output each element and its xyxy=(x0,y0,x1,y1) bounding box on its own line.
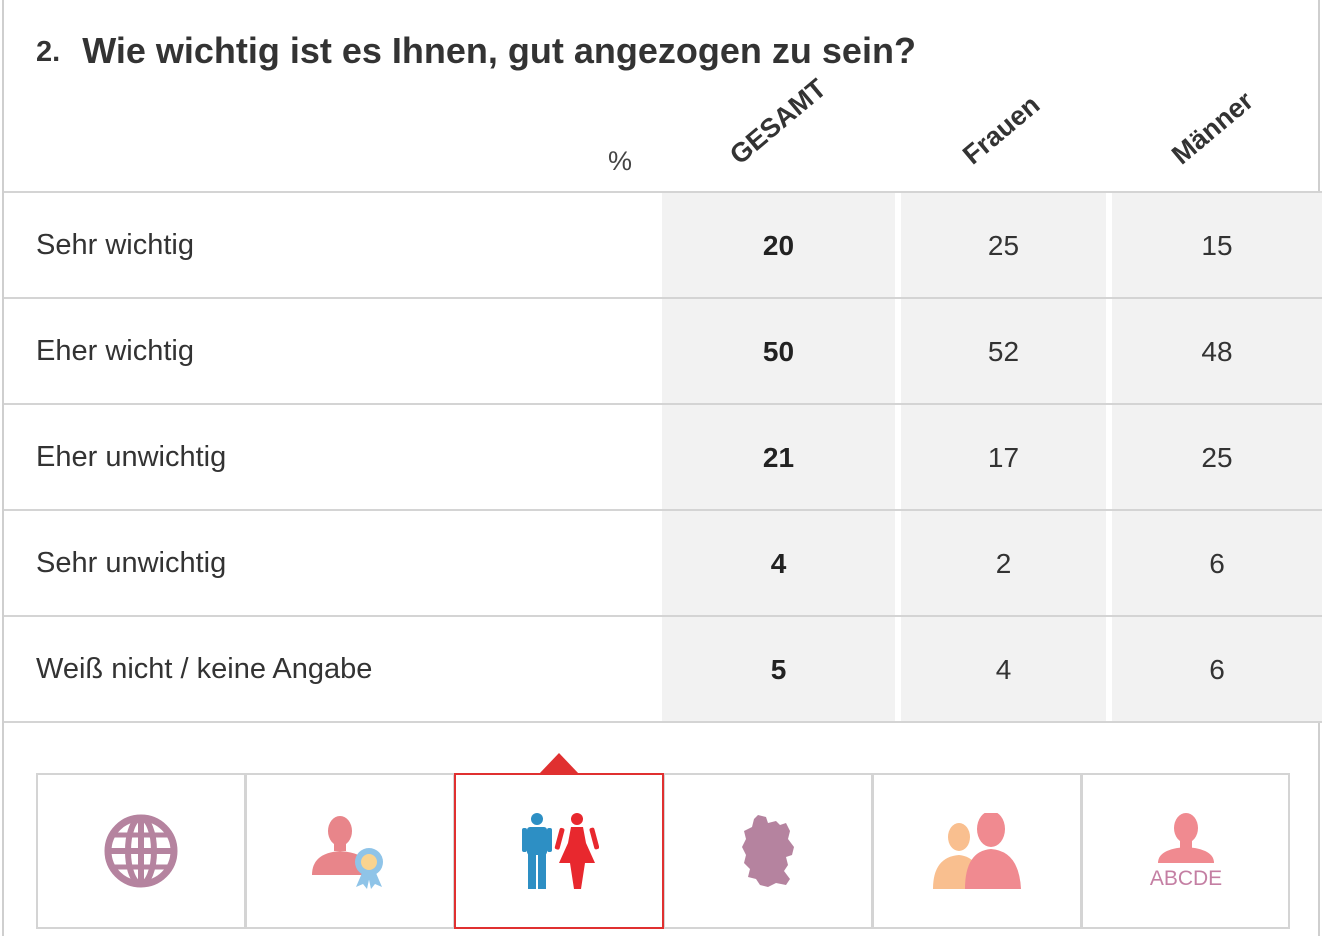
tab-education[interactable] xyxy=(245,773,455,929)
abcde-label: ABCDE xyxy=(1149,867,1221,889)
table-row: Weiß nicht / keine Angabe 5 4 6 xyxy=(4,617,1322,721)
germany-map-icon xyxy=(742,815,794,887)
row-label: Eher wichtig xyxy=(36,335,194,367)
cell-frauen: 2 xyxy=(901,511,1106,615)
globe-icon xyxy=(104,814,178,888)
cell-gesamt: 50 xyxy=(662,299,895,403)
table-row: Eher wichtig 50 52 48 xyxy=(4,299,1322,403)
cell-maenner: 6 xyxy=(1112,511,1322,615)
tab-global[interactable] xyxy=(36,773,246,929)
table-row: Eher unwichtig 21 17 25 xyxy=(4,405,1322,509)
column-header-maenner: Männer xyxy=(1166,85,1259,171)
cell-gesamt: 21 xyxy=(662,405,895,509)
unit-label: % xyxy=(608,146,633,176)
question-number: 2. xyxy=(36,36,61,68)
row-divider xyxy=(4,403,1322,405)
person-abcde-icon: ABCDE xyxy=(1149,813,1222,889)
column-header-gesamt: GESAMT xyxy=(724,73,832,171)
row-label: Sehr wichtig xyxy=(36,229,194,261)
cell-frauen: 17 xyxy=(901,405,1106,509)
active-tab-pointer xyxy=(539,753,579,774)
cell-gesamt: 4 xyxy=(662,511,895,615)
row-label: Eher unwichtig xyxy=(36,441,227,473)
row-divider xyxy=(4,297,1322,299)
cell-maenner: 25 xyxy=(1112,405,1322,509)
cell-frauen: 52 xyxy=(901,299,1106,403)
filter-tab-bar: ABCDE xyxy=(36,773,1290,929)
tab-gender[interactable] xyxy=(454,773,664,929)
question-title: 2. Wie wichtig ist es Ihnen, gut angezoge… xyxy=(36,30,916,72)
row-divider xyxy=(4,615,1322,617)
table-top-rule xyxy=(4,191,1322,193)
row-label: Sehr unwichtig xyxy=(36,547,227,579)
cell-maenner: 15 xyxy=(1112,193,1322,297)
person-award-icon xyxy=(312,816,383,889)
table-row: Sehr unwichtig 4 2 6 xyxy=(4,511,1322,615)
man-woman-icon xyxy=(522,813,599,889)
two-people-icon xyxy=(933,813,1021,889)
cell-maenner: 6 xyxy=(1112,617,1322,721)
column-header-frauen: Frauen xyxy=(957,89,1046,171)
table-row: Sehr wichtig 20 25 15 xyxy=(4,193,1322,297)
tab-age[interactable] xyxy=(872,773,1082,929)
row-label: Weiß nicht / keine Angabe xyxy=(36,653,373,685)
cell-gesamt: 20 xyxy=(662,193,895,297)
tab-region[interactable] xyxy=(663,773,873,929)
cell-maenner: 48 xyxy=(1112,299,1322,403)
cell-frauen: 4 xyxy=(901,617,1106,721)
cell-frauen: 25 xyxy=(901,193,1106,297)
row-divider xyxy=(4,509,1322,511)
question-text: Wie wichtig ist es Ihnen, gut angezogen … xyxy=(82,30,916,71)
table-bottom-rule xyxy=(4,721,1322,723)
tab-abcde[interactable]: ABCDE xyxy=(1081,773,1290,929)
cell-gesamt: 5 xyxy=(662,617,895,721)
